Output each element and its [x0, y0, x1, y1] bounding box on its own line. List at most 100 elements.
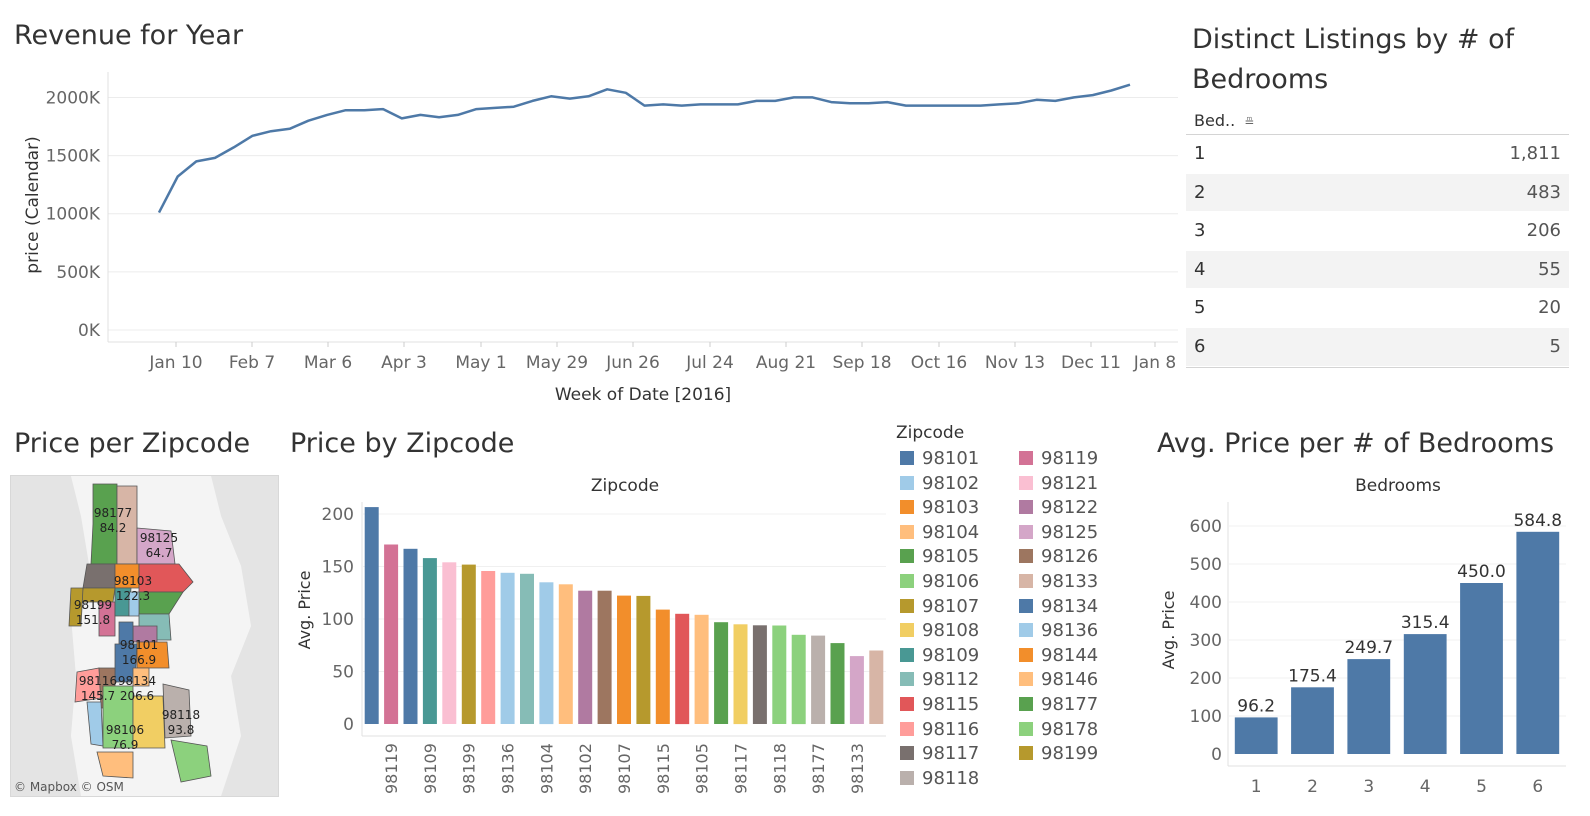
zip-bar[interactable] — [694, 614, 709, 724]
map-label-zip: 98199 — [73, 598, 113, 612]
zip-bar[interactable] — [578, 590, 593, 724]
legend-item[interactable]: 98108 — [896, 619, 1016, 644]
y-axis-title: price (Calendar) — [23, 136, 43, 273]
legend-item[interactable]: 98133 — [1015, 570, 1135, 595]
table-row[interactable]: 3 206 — [1186, 212, 1569, 251]
zip-bar[interactable] — [675, 613, 690, 725]
legend-swatch — [1019, 672, 1033, 687]
revenue-series-line[interactable] — [157, 83, 1131, 214]
legend-item[interactable]: 98119 — [1015, 447, 1135, 472]
zip-bar[interactable] — [830, 643, 845, 724]
legend-item[interactable]: 98104 — [896, 521, 1016, 546]
zip-bar[interactable] — [752, 625, 767, 724]
zip-bar[interactable] — [403, 548, 418, 724]
legend-swatch — [900, 647, 914, 662]
legend-item[interactable]: 98178 — [1015, 718, 1135, 743]
legend-item[interactable]: 98109 — [896, 644, 1016, 669]
legend-item[interactable]: 98134 — [1015, 595, 1135, 620]
bedroom-bar[interactable] — [1347, 659, 1391, 754]
region-98108 — [132, 695, 166, 749]
sort-icon[interactable]: ≞ — [1244, 115, 1255, 129]
legend-item[interactable]: 98106 — [896, 570, 1016, 595]
legend-label: 98122 — [1041, 497, 1099, 519]
legend-item[interactable]: 98118 — [896, 767, 1016, 792]
legend-label: 98177 — [1041, 693, 1099, 715]
legend-swatch — [900, 746, 914, 761]
zip-bar[interactable] — [714, 622, 729, 724]
legend-item[interactable]: 98136 — [1015, 619, 1135, 644]
bedroom-bar[interactable] — [1460, 583, 1503, 754]
zip-bar[interactable] — [520, 573, 534, 724]
legend-item[interactable]: 98199 — [1015, 742, 1135, 767]
map-canvas — [11, 476, 278, 796]
zip-bar[interactable] — [811, 635, 826, 724]
legend-item[interactable]: 98125 — [1015, 521, 1135, 546]
legend-item[interactable]: 98122 — [1015, 496, 1135, 521]
legend-item[interactable]: 98116 — [896, 718, 1016, 743]
legend-item[interactable]: 98144 — [1015, 644, 1135, 669]
x-tick-label: Jun 26 — [605, 353, 660, 373]
legend-item[interactable]: 98107 — [896, 595, 1016, 620]
x-tick-label: 98136 — [499, 743, 518, 794]
zip-bar[interactable] — [849, 656, 864, 724]
table-row[interactable]: 5 20 — [1186, 289, 1569, 328]
legend-item[interactable]: 98146 — [1015, 668, 1135, 693]
zip-bar[interactable] — [422, 558, 437, 724]
legend-item[interactable]: 98101 — [896, 447, 1016, 472]
zip-bar[interactable] — [772, 625, 787, 725]
legend-item[interactable]: 98121 — [1015, 472, 1135, 497]
table-row[interactable]: 4 55 — [1186, 250, 1569, 290]
legend-item[interactable]: 98112 — [896, 668, 1016, 693]
zip-bar[interactable] — [655, 609, 670, 724]
bedroom-bar[interactable] — [1403, 634, 1447, 754]
legend-item[interactable]: 98103 — [896, 496, 1016, 521]
listings-table: Bed.. ≞ 1 1,811 2 483 3 206 4 55 5 20 6 5 — [1186, 108, 1569, 368]
zip-bar[interactable] — [442, 562, 457, 724]
map-land-east — [211, 476, 278, 796]
legend-item[interactable]: 98105 — [896, 545, 1016, 570]
listing-count-cell: 206 — [1526, 220, 1561, 242]
x-tick-label: 98177 — [809, 743, 828, 794]
zip-bar[interactable] — [539, 582, 554, 725]
legend-item[interactable]: 98115 — [896, 693, 1016, 718]
x-tick-label: 1 — [1251, 777, 1262, 797]
zip-bar[interactable] — [733, 624, 748, 725]
y-tick-label: 500 — [1190, 555, 1222, 575]
zip-bar[interactable] — [791, 634, 806, 725]
listings-table-header[interactable]: Bed.. ≞ — [1186, 108, 1569, 135]
legend-item[interactable]: 98177 — [1015, 693, 1135, 718]
zip-bar[interactable] — [481, 571, 496, 724]
x-tick-label: 98104 — [537, 743, 556, 794]
x-tick-label: Dec 11 — [1061, 353, 1121, 373]
map-label: 98116 145.7 — [76, 674, 120, 704]
table-row[interactable]: 2 483 — [1186, 173, 1569, 213]
zip-bar[interactable] — [384, 544, 399, 725]
x-tick-label: 98105 — [693, 743, 712, 794]
avg-price-bedrooms-chart: Bedrooms 0 100 200 300 400 500 600 Avg. Price 96.… — [1159, 476, 1566, 797]
legend-swatch — [1019, 721, 1033, 736]
legend-item[interactable]: 98126 — [1015, 545, 1135, 570]
data-label: 249.7 — [1344, 638, 1393, 658]
zip-bar[interactable] — [617, 595, 631, 724]
zip-bar[interactable] — [558, 584, 573, 724]
bedroom-bar[interactable] — [1291, 687, 1334, 754]
zip-bar[interactable] — [461, 564, 476, 724]
zip-bar[interactable] — [500, 572, 515, 724]
zip-bar[interactable] — [597, 590, 612, 724]
x-tick-label: Mar 6 — [304, 353, 352, 373]
zip-bar[interactable] — [869, 650, 884, 725]
y-axis-title: Avg. Price — [295, 571, 314, 650]
bedroom-bar[interactable] — [1516, 531, 1560, 754]
table-row[interactable]: 1 1,811 — [1186, 135, 1569, 174]
x-tick-label: 2 — [1307, 777, 1318, 797]
legend-item[interactable]: 98117 — [896, 742, 1016, 767]
zip-bar[interactable] — [364, 507, 379, 724]
zipcode-map[interactable]: 98177 84.2 98125 64.7 98103 122.3 98199 151.8 98… — [10, 475, 279, 797]
zip-bar[interactable] — [636, 595, 651, 724]
legend-label: 98118 — [922, 767, 980, 789]
data-label: 584.8 — [1513, 511, 1562, 531]
bedroom-bar[interactable] — [1234, 717, 1278, 754]
x-axis-title: Week of Date [2016] — [555, 385, 731, 405]
legend-item[interactable]: 98102 — [896, 472, 1016, 497]
